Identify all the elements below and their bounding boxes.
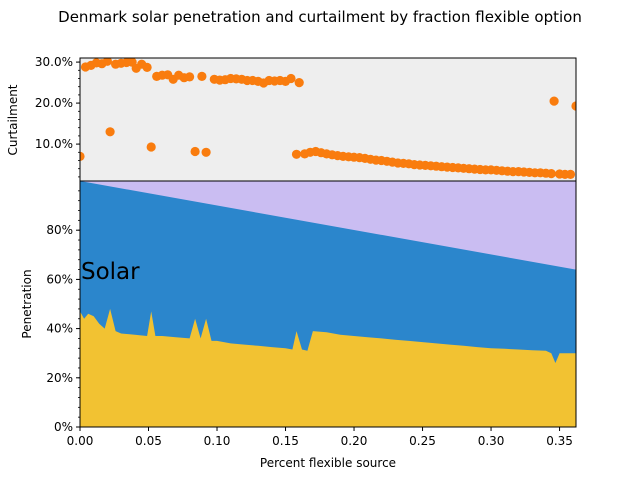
x-tick-label: 0.10 bbox=[204, 434, 231, 448]
curtailment-point bbox=[80, 151, 85, 161]
flexible-source-x-axis: 0.00 0.05 0.10 0.15 0.20 0.25 0.30 0.35 bbox=[67, 427, 573, 448]
x-tick-label: 0.05 bbox=[135, 434, 162, 448]
curtailment-point bbox=[102, 58, 112, 66]
curtailment-point bbox=[565, 169, 576, 179]
curtailment-point bbox=[197, 71, 207, 81]
penetration-y-tick-label: 0% bbox=[54, 420, 73, 434]
x-tick-label: 0.20 bbox=[341, 434, 368, 448]
x-axis-label: Percent flexible source bbox=[260, 456, 396, 470]
penetration-y-label: Penetration bbox=[20, 269, 34, 338]
penetration-y-tick-label: 60% bbox=[46, 272, 73, 286]
curtailment-point bbox=[291, 149, 302, 159]
curtailment-y-tick-label: 10.0% bbox=[35, 137, 73, 151]
curtailment-point bbox=[201, 147, 211, 157]
solar-annotation: Solar bbox=[81, 259, 140, 285]
x-tick-label: 0.15 bbox=[272, 434, 299, 448]
curtailment-point bbox=[190, 146, 200, 157]
x-tick-label: 0.30 bbox=[478, 434, 505, 448]
penetration-panel-frame bbox=[79, 180, 577, 428]
curtailment-point bbox=[105, 127, 115, 137]
curtailment-point bbox=[142, 62, 152, 72]
curtailment-point bbox=[146, 142, 156, 152]
x-tick-label: 0.25 bbox=[409, 434, 436, 448]
curtailment-point bbox=[571, 101, 576, 111]
solar-area-bottom-layer bbox=[80, 308, 576, 427]
chart-title: Denmark solar penetration and curtailmen… bbox=[58, 8, 582, 26]
curtailment-y-tick-label: 20.0% bbox=[35, 96, 73, 110]
curtailment-point bbox=[185, 72, 195, 82]
curtailment-y-label: Curtailment bbox=[6, 84, 20, 155]
curtailment-point bbox=[546, 169, 556, 179]
curtailment-point bbox=[549, 96, 559, 106]
x-tick-label: 0.35 bbox=[546, 434, 573, 448]
curtailment-point bbox=[294, 78, 304, 88]
x-tick-label: 0.00 bbox=[67, 434, 94, 448]
penetration-y-tick-label: 40% bbox=[46, 322, 73, 336]
curtailment-y-axis: 10.0% 20.0% 30.0% bbox=[35, 55, 80, 178]
penetration-y-tick-label: 80% bbox=[46, 223, 73, 237]
curtailment-y-tick-label: 30.0% bbox=[35, 55, 73, 69]
curtailment-point bbox=[286, 73, 296, 84]
penetration-area-layers bbox=[80, 181, 576, 427]
penetration-y-tick-label: 20% bbox=[46, 371, 73, 385]
curtailment-scatter-points bbox=[80, 58, 576, 179]
penetration-y-axis: 0% 20% 40% 60% 80% bbox=[46, 190, 80, 434]
